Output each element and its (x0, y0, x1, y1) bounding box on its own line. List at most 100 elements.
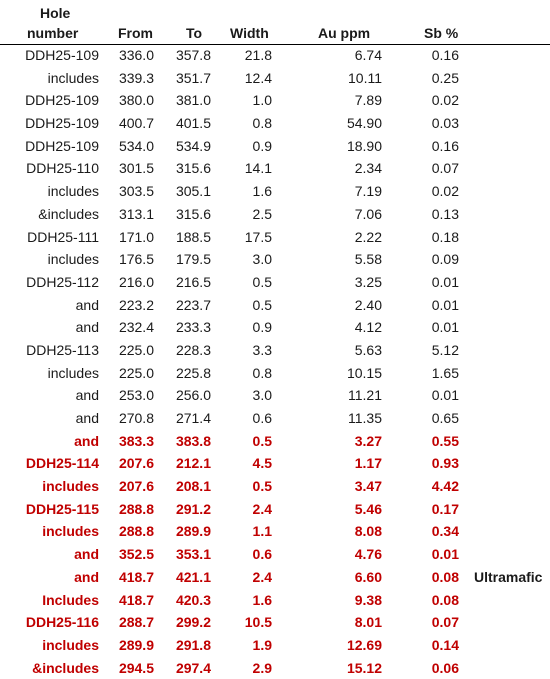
table-row: DDH25-111 171.0 188.5 17.5 2.22 0.18 (0, 226, 550, 249)
cell-to: 291.8 (175, 636, 211, 653)
cell-hole-number: includes (47, 183, 99, 200)
cell-width: 3.0 (252, 251, 272, 268)
cell-from: 400.7 (118, 115, 154, 132)
cell-from: 207.6 (118, 478, 154, 495)
cell-to: 420.3 (175, 591, 211, 608)
cell-from: 207.6 (118, 455, 154, 472)
cell-to: 212.1 (175, 455, 211, 472)
cell-au-ppm: 4.76 (354, 546, 382, 563)
cell-au-ppm: 2.40 (354, 296, 382, 313)
cell-width: 2.9 (252, 659, 272, 676)
cell-au-ppm: 8.01 (354, 614, 382, 631)
cell-to: 289.9 (175, 523, 211, 540)
cell-width: 1.1 (252, 523, 272, 540)
cell-sb-percent: 0.08 (431, 591, 459, 608)
cell-hole-number: includes (42, 636, 99, 653)
cell-from: 216.0 (118, 273, 154, 290)
cell-width: 0.6 (252, 410, 272, 426)
cell-sb-percent: 0.07 (431, 614, 459, 631)
cell-hole-number: includes (47, 251, 99, 268)
cell-sb-percent: 0.01 (431, 319, 459, 336)
table-row: DDH25-115 288.8 291.2 2.4 5.46 0.17 (0, 498, 550, 521)
cell-width: 0.5 (252, 273, 272, 290)
table-row: DDH25-114 207.6 212.1 4.5 1.17 0.93 (0, 452, 550, 475)
table-row: DDH25-110 301.5 315.6 14.1 2.34 0.07 (0, 157, 550, 180)
cell-to: 401.5 (175, 115, 211, 132)
table-row: includes 288.8 289.9 1.1 8.08 0.34 (0, 520, 550, 543)
cell-au-ppm: 11.21 (348, 387, 382, 404)
cell-sb-percent: 0.65 (431, 410, 459, 426)
cell-to: 315.6 (175, 160, 211, 177)
cell-from: 289.9 (118, 636, 154, 653)
cell-to: 357.8 (175, 47, 211, 63)
cell-hole-number: DDH25-109 (25, 92, 99, 109)
table-row: includes 207.6 208.1 0.5 3.47 4.42 (0, 475, 550, 498)
cell-au-ppm: 18.90 (346, 137, 382, 154)
cell-from: 301.5 (118, 160, 154, 177)
cell-au-ppm: 7.06 (354, 205, 382, 222)
cell-sb-percent: 0.02 (431, 92, 459, 109)
cell-from: 225.0 (118, 364, 154, 381)
cell-au-ppm: 54.90 (346, 115, 382, 132)
cell-to: 233.3 (175, 319, 211, 336)
cell-from: 336.0 (118, 47, 154, 63)
cell-from: 288.7 (118, 614, 154, 631)
table-row: DDH25-109 534.0 534.9 0.9 18.90 0.16 (0, 135, 550, 158)
cell-sb-percent: 0.93 (431, 455, 459, 472)
cell-sb-percent: 0.03 (431, 115, 459, 132)
cell-from: 294.5 (118, 659, 154, 676)
cell-au-ppm: 10.11 (348, 69, 382, 86)
table-row: &includes 313.1 315.6 2.5 7.06 0.13 (0, 203, 550, 226)
cell-sb-percent: 0.07 (431, 160, 459, 177)
header-width: Width (230, 25, 269, 41)
cell-width: 0.9 (252, 319, 272, 336)
cell-sb-percent: 0.18 (431, 228, 459, 245)
cell-hole-number: includes (47, 364, 99, 381)
cell-from: 339.3 (118, 69, 154, 86)
cell-sb-percent: 0.01 (431, 387, 459, 404)
cell-sb-percent: 0.13 (431, 205, 459, 222)
cell-from: 171.0 (118, 228, 154, 245)
table-row: and 253.0 256.0 3.0 11.21 0.01 (0, 384, 550, 407)
cell-sb-percent: 0.08 (431, 568, 459, 585)
table-row: Includes 418.7 420.3 1.6 9.38 0.08 (0, 589, 550, 612)
cell-au-ppm: 3.25 (354, 273, 382, 290)
cell-to: 534.9 (175, 137, 211, 154)
table-row: and 352.5 353.1 0.6 4.76 0.01 (0, 543, 550, 566)
cell-au-ppm: 4.12 (354, 319, 382, 336)
cell-to: 256.0 (175, 387, 211, 404)
table-row: includes 339.3 351.7 12.4 10.11 0.25 (0, 67, 550, 90)
cell-width: 0.5 (252, 432, 272, 449)
cell-from: 380.0 (118, 92, 154, 109)
cell-hole-number: and (75, 410, 99, 426)
cell-to: 305.1 (175, 183, 211, 200)
cell-to: 297.4 (175, 659, 211, 676)
cell-to: 381.0 (175, 92, 211, 109)
cell-width: 2.5 (252, 205, 272, 222)
cell-from: 270.8 (118, 410, 154, 426)
cell-sb-percent: 0.55 (431, 432, 459, 449)
cell-to: 315.6 (175, 205, 211, 222)
cell-hole-number: and (74, 546, 99, 563)
cell-hole-number: DDH25-114 (25, 455, 99, 472)
header-from: From (118, 25, 153, 41)
cell-from: 303.5 (118, 183, 154, 200)
cell-width: 3.0 (252, 387, 272, 404)
cell-hole-number: and (75, 387, 99, 404)
cell-from: 288.8 (118, 500, 154, 517)
table-row: includes 289.9 291.8 1.9 12.69 0.14 (0, 634, 550, 657)
cell-sb-percent: 0.16 (431, 137, 459, 154)
cell-to: 208.1 (175, 478, 211, 495)
cell-hole-number: DDH25-109 (25, 115, 99, 132)
cell-sb-percent: 0.01 (431, 546, 459, 563)
cell-hole-number: DDH25-109 (25, 137, 99, 154)
cell-from: 232.4 (118, 319, 154, 336)
table-row: includes 225.0 225.8 0.8 10.15 1.65 (0, 362, 550, 385)
cell-hole-number: includes (47, 69, 99, 86)
cell-to: 225.8 (175, 364, 211, 381)
cell-hole-number: and (74, 432, 99, 449)
cell-hole-number: DDH25-115 (25, 500, 99, 517)
cell-au-ppm: 5.58 (354, 251, 382, 268)
header-au-ppm: Au ppm (318, 25, 371, 41)
cell-hole-number: DDH25-111 (27, 228, 99, 245)
